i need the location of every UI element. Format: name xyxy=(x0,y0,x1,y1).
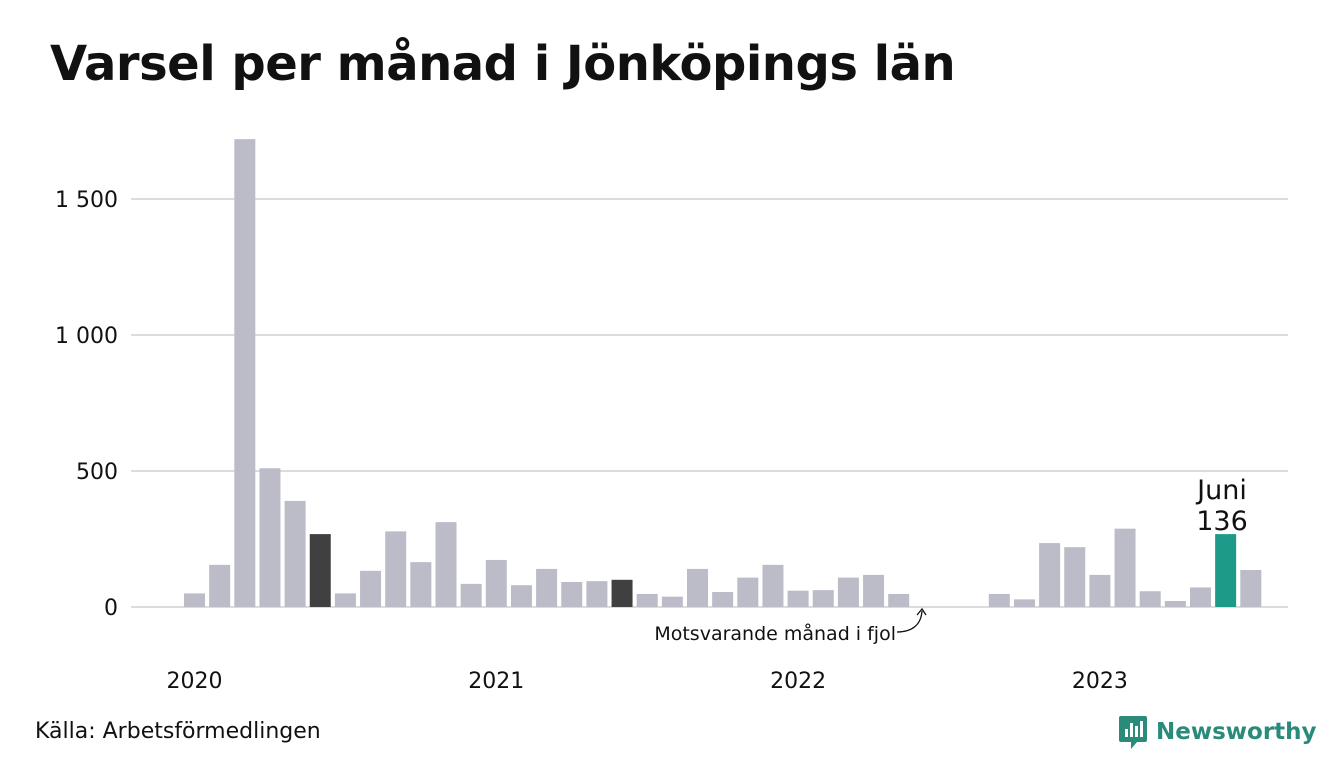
prior-year-arrow-head xyxy=(916,607,927,616)
y-axis-ticks: 0 500 1 000 1 500 xyxy=(55,188,118,621)
bar-2023-03 xyxy=(1139,591,1161,607)
bar-2022-09 xyxy=(988,593,1010,607)
brand-name: Newsworthy xyxy=(1156,719,1317,745)
x-tick-label: 2021 xyxy=(468,669,524,694)
bar-2023-06 xyxy=(1215,534,1237,607)
bar-2020-08 xyxy=(360,570,382,607)
x-tick-label: 2022 xyxy=(770,669,826,694)
bar-2020-03 xyxy=(234,139,256,607)
bar-2021-05 xyxy=(586,581,608,607)
bar-2020-10 xyxy=(410,562,432,607)
bar-2022-11 xyxy=(1039,543,1061,607)
bar-2020-06 xyxy=(309,534,331,607)
bar-2020-04 xyxy=(259,468,281,607)
bar-2021-11 xyxy=(737,577,759,607)
bar-2022-04 xyxy=(863,574,885,607)
y-tick-label: 500 xyxy=(76,460,118,485)
bar-2021-07 xyxy=(636,593,658,607)
bar-2022-02 xyxy=(812,590,834,607)
bar-2021-10 xyxy=(712,592,734,607)
y-tick-label: 0 xyxy=(104,596,118,621)
bar-2020-09 xyxy=(385,531,407,607)
bar-2022-10 xyxy=(1013,599,1035,607)
bar-2022-01 xyxy=(787,590,809,607)
bar-2023-04 xyxy=(1164,601,1186,607)
bar-2023-05 xyxy=(1190,587,1211,607)
bars xyxy=(184,139,1262,607)
bar-chart: 0 500 1 000 1 500 2020 2021 2022 2023 Motsvara… xyxy=(55,139,1288,694)
y-tick-label: 1 000 xyxy=(55,324,118,349)
bar-undefined xyxy=(1240,570,1262,607)
callout-month-label: Juni xyxy=(1195,475,1247,506)
bar-2020-02 xyxy=(209,564,231,607)
bar-2021-06 xyxy=(611,579,633,607)
bar-2021-02 xyxy=(510,585,532,607)
chart-title: Varsel per månad i Jönköpings län xyxy=(50,36,956,92)
bar-2021-04 xyxy=(561,581,583,607)
bar-2021-12 xyxy=(762,564,784,607)
bar-2023-02 xyxy=(1114,528,1136,607)
bar-2021-09 xyxy=(687,568,708,607)
bar-2022-12 xyxy=(1064,547,1086,607)
bar-2022-03 xyxy=(837,577,859,607)
bar-2021-08 xyxy=(661,596,683,607)
annotations: Motsvarande månad i fjol Juni 136 xyxy=(654,475,1247,645)
bar-2022-05 xyxy=(888,593,910,607)
bar-2020-11 xyxy=(435,522,457,607)
newsworthy-logo: Newsworthy xyxy=(1118,713,1317,751)
bar-2020-12 xyxy=(460,583,482,607)
bar-2020-07 xyxy=(334,593,356,607)
callout-value-label: 136 xyxy=(1196,506,1248,537)
bar-2023-01 xyxy=(1089,574,1111,607)
source-note: Källa: Arbetsförmedlingen xyxy=(35,719,321,744)
y-tick-label: 1 500 xyxy=(55,188,118,213)
bar-2021-03 xyxy=(536,568,558,607)
bar-2021-01 xyxy=(485,559,507,607)
x-axis-ticks: 2020 2021 2022 2023 xyxy=(167,669,1128,694)
x-tick-label: 2023 xyxy=(1072,669,1128,694)
prior-year-annotation: Motsvarande månad i fjol xyxy=(654,622,896,645)
x-tick-label: 2020 xyxy=(167,669,223,694)
prior-year-arrow xyxy=(896,610,923,633)
newsworthy-icon xyxy=(1119,716,1147,749)
bar-2020-01 xyxy=(184,593,205,607)
bar-2020-05 xyxy=(284,500,306,607)
